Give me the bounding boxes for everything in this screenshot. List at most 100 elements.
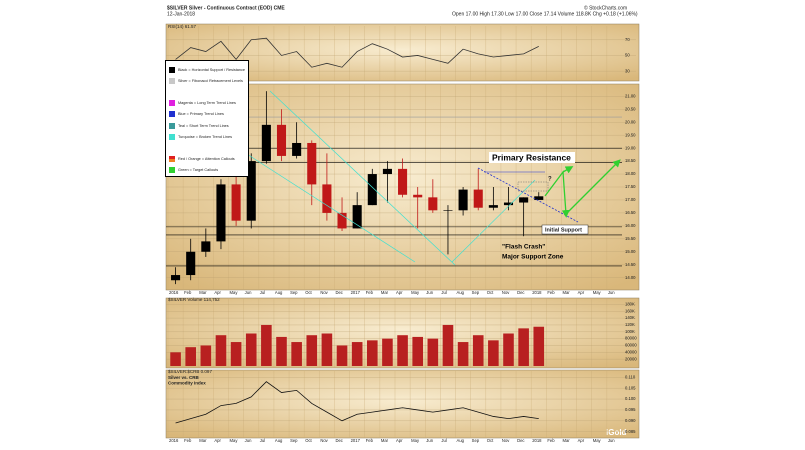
annotations: Primary Resistance ? Initial Support "Fl… (489, 152, 589, 261)
y-tick-label: 40000 (625, 349, 637, 354)
legend-item: Turquoise = Broken Trend Lines (169, 132, 245, 144)
x-tick-label: Dec (335, 438, 342, 443)
x-tick-label: Nov (502, 438, 510, 443)
bar (382, 338, 393, 366)
x-tick-label: Oct (487, 438, 494, 443)
candle-body (352, 205, 362, 229)
x-tick-label: May (230, 290, 239, 295)
legend-swatch (169, 78, 175, 85)
candle-body (322, 184, 332, 213)
annotation-box (541, 224, 589, 235)
turquoise-trend (269, 90, 456, 266)
legend-swatch (169, 66, 175, 73)
bar (503, 333, 514, 366)
y-tick-label: 14.50 (625, 262, 636, 267)
candle-body (413, 194, 423, 198)
x-tick-label: Mar (199, 290, 207, 295)
x-tick-label: Aug (457, 438, 465, 443)
legend-label: Turquoise = Broken Trend Lines (178, 135, 232, 140)
y-tick-label: 140K (625, 315, 635, 320)
x-tick-label: Feb (184, 438, 192, 443)
y-tick-label: 0.085 (625, 429, 636, 434)
x-tick-label: Sep (472, 438, 480, 443)
y-tick-label: 20.50 (625, 106, 636, 111)
candle-body (503, 202, 514, 206)
y-tick-label: 0.105 (625, 385, 636, 390)
x-tick-label: 2016 (169, 438, 179, 443)
candle-body (216, 184, 226, 242)
y-tick-label: 80000 (625, 336, 637, 341)
candle-body (186, 251, 196, 276)
y-tick-label: 17.00 (625, 197, 636, 202)
x-tick-label: Oct (487, 290, 494, 295)
x-tick-label: Apr (214, 290, 221, 295)
bar (291, 342, 302, 366)
x-tick-label: Nov (320, 290, 328, 295)
x-tick-label: Mar (562, 290, 570, 295)
y-tick-label: 60000 (625, 343, 637, 348)
x-tick-label: Oct (305, 438, 312, 443)
x-tick-label: Apr (396, 438, 403, 443)
x-tick-label: Dec (335, 290, 342, 295)
y-tick-label: 19.50 (625, 132, 636, 137)
y-tick-label: 0.110 (625, 374, 636, 379)
annotation: ? (548, 177, 552, 183)
annotation: Primary Resistance (492, 152, 571, 162)
bar (351, 342, 363, 366)
legend-label: Red / Orange = Attention Callouts (178, 156, 235, 161)
bar (200, 345, 212, 366)
annotation-box (489, 152, 575, 163)
x-tick-label: Feb (366, 290, 374, 295)
legend-item: Magenta = Long Term Trend Lines (169, 97, 245, 109)
x-tick-label: Mar (381, 290, 389, 295)
legend-label: Blue = Primary Trend Lines (178, 112, 224, 117)
y-tick-label: 120K (625, 322, 635, 327)
candle-body (337, 212, 347, 229)
symbol: $SILVER Silver - Continuous Contract (EO… (167, 5, 285, 11)
x-tick-label: Oct (305, 290, 312, 295)
legend-label: Black = Horizontal Support / Resistance (178, 67, 246, 72)
y-tick-label: 0.100 (625, 396, 636, 401)
y-tick-label: 160K (625, 308, 635, 313)
bar (457, 342, 469, 366)
line (175, 381, 539, 424)
copyright: © StockCharts.com (584, 4, 627, 11)
candle-body (276, 124, 287, 156)
legend-item: Red / Orange = Attention Callouts (169, 153, 245, 165)
candle-body (519, 197, 529, 203)
x-tick-label: Aug (457, 290, 465, 295)
x-tick-label: Feb (547, 438, 555, 443)
candle-body (231, 184, 241, 221)
legend-label: Silver = Fibonacci Retracement Levels (178, 79, 243, 84)
panel-subtitle: Silver vs. CRB (168, 375, 200, 380)
y-tick-label: 20.00 (625, 119, 636, 124)
x-tick-label: Jun (245, 290, 252, 295)
x-tick-label: Sep (290, 438, 298, 443)
y-tick-label: 18.50 (625, 158, 636, 163)
legend-swatch (169, 134, 175, 141)
legend-item: Green = Target Callouts (169, 165, 245, 177)
x-tick-label: May (593, 438, 602, 443)
x-tick-label: 2017 (351, 438, 361, 443)
target-path (565, 159, 621, 215)
bar (397, 335, 408, 366)
bar (170, 352, 181, 366)
bar (488, 340, 499, 366)
y-tick-label: 0.095 (625, 407, 636, 412)
x-tick-label: 2016 (169, 290, 179, 295)
legend-label: Magenta = Long Term Trend Lines (178, 100, 236, 105)
candle-body (428, 197, 438, 211)
x-tick-label: Jul (441, 290, 446, 295)
y-tick-label: 100K (625, 329, 635, 334)
line (175, 37, 539, 68)
y-tick-label: 15.00 (625, 249, 636, 254)
legend-gap (169, 143, 245, 153)
x-tick-label: May (593, 290, 602, 295)
y-tick-label: 18.00 (625, 171, 636, 176)
candle-body (261, 124, 271, 162)
x-tick-label: Feb (547, 290, 555, 295)
x-tick-label: 2017 (351, 290, 361, 295)
bar (412, 336, 423, 366)
legend-label: Teal = Short Term Trend Lines (178, 123, 229, 128)
